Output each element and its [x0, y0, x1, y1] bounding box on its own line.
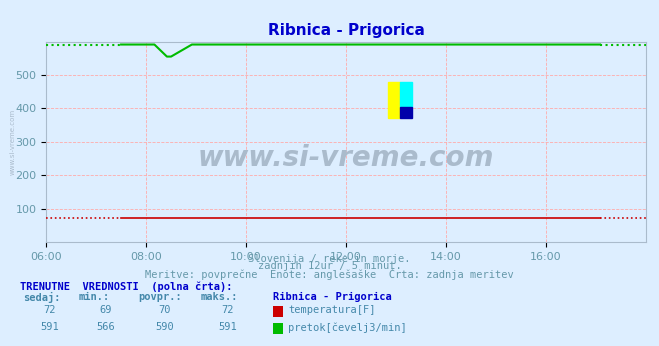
Text: www.si-vreme.com: www.si-vreme.com — [10, 109, 16, 175]
Text: 72: 72 — [43, 305, 55, 315]
Text: min.:: min.: — [79, 292, 110, 302]
Text: 69: 69 — [100, 305, 111, 315]
Text: 590: 590 — [156, 322, 174, 333]
Text: Ribnica - Prigorica: Ribnica - Prigorica — [273, 292, 392, 302]
Text: 591: 591 — [40, 322, 59, 333]
Text: sedaj:: sedaj: — [23, 292, 61, 303]
Text: TRENUTNE  VREDNOSTI  (polna črta):: TRENUTNE VREDNOSTI (polna črta): — [20, 282, 232, 292]
Text: temperatura[F]: temperatura[F] — [288, 305, 376, 315]
Text: 70: 70 — [159, 305, 171, 315]
Text: 72: 72 — [221, 305, 233, 315]
Text: 566: 566 — [96, 322, 115, 333]
Text: zadnjih 12ur / 5 minut.: zadnjih 12ur / 5 minut. — [258, 261, 401, 271]
Title: Ribnica - Prigorica: Ribnica - Prigorica — [268, 22, 424, 38]
Bar — [400, 82, 412, 107]
Text: Slovenija / reke in morje.: Slovenija / reke in morje. — [248, 254, 411, 264]
Text: povpr.:: povpr.: — [138, 292, 182, 302]
Bar — [400, 107, 412, 118]
Text: pretok[čevelj3/min]: pretok[čevelj3/min] — [288, 322, 407, 333]
Bar — [388, 82, 400, 118]
Text: 591: 591 — [218, 322, 237, 333]
Text: maks.:: maks.: — [201, 292, 239, 302]
Text: www.si-vreme.com: www.si-vreme.com — [198, 144, 494, 172]
Text: Meritve: povprečne  Enote: anglešaške  Črta: zadnja meritev: Meritve: povprečne Enote: anglešaške Črt… — [145, 268, 514, 280]
